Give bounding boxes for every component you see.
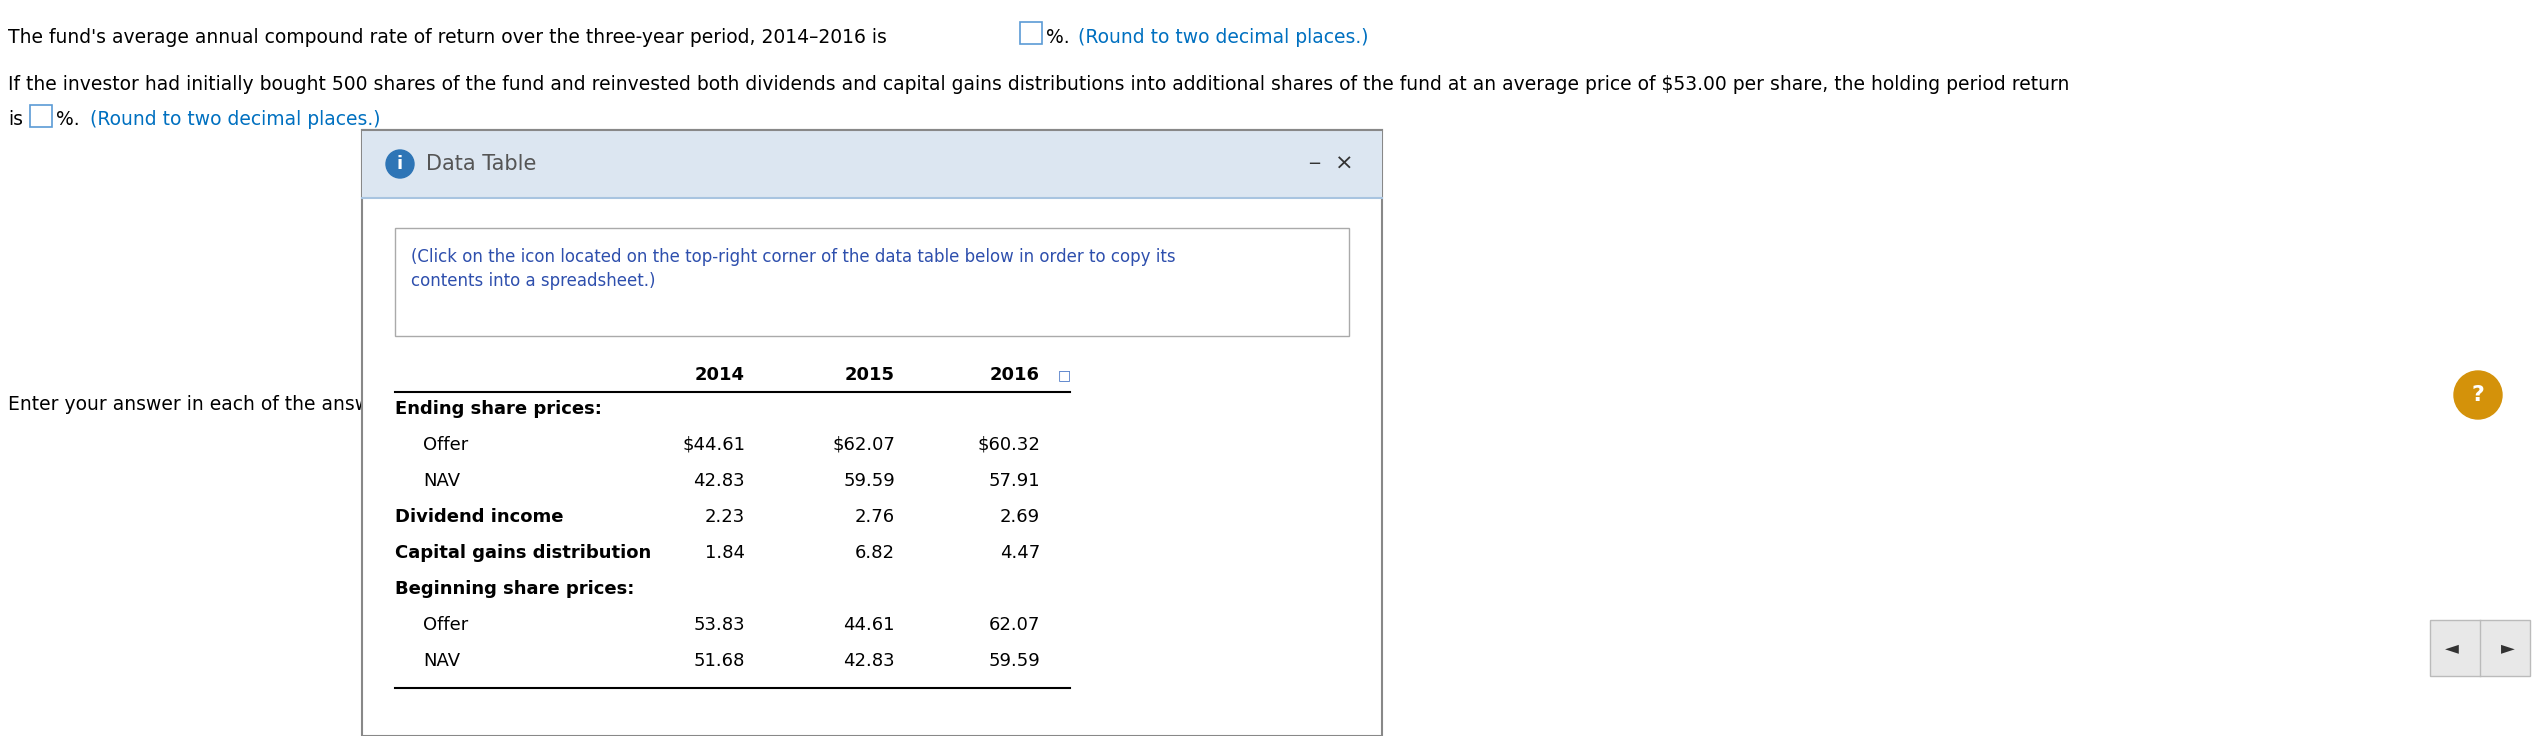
Bar	[363, 130, 1383, 736]
Bar	[396, 228, 1350, 336]
Text: 2.69: 2.69	[1000, 508, 1041, 526]
Text: 59.59: 59.59	[987, 652, 1041, 670]
Text: 59.59: 59.59	[843, 472, 896, 490]
Text: 2.76: 2.76	[855, 508, 896, 526]
Text: □: □	[1058, 368, 1071, 382]
Text: ?: ?	[2472, 385, 2485, 405]
Text: %.: %.	[56, 110, 79, 129]
Text: 2015: 2015	[845, 366, 896, 384]
Text: Dividend income: Dividend income	[396, 508, 563, 526]
Text: (Round to two decimal places.): (Round to two decimal places.)	[79, 110, 381, 129]
Text: $60.32: $60.32	[977, 436, 1041, 454]
Text: Ending share prices:: Ending share prices:	[396, 400, 602, 418]
Text: contents into a spreadsheet.): contents into a spreadsheet.)	[411, 272, 655, 290]
Circle shape	[386, 150, 414, 178]
Text: 6.82: 6.82	[855, 544, 896, 562]
Text: ◄: ◄	[2444, 639, 2459, 657]
Bar	[1020, 22, 1043, 44]
Text: 2014: 2014	[695, 366, 746, 384]
Text: ►: ►	[2500, 639, 2515, 657]
Text: NAV: NAV	[424, 652, 459, 670]
Text: 2016: 2016	[990, 366, 1041, 384]
Text: 1.84: 1.84	[706, 544, 746, 562]
Text: 42.83: 42.83	[693, 472, 746, 490]
Text: ─: ─	[1310, 155, 1320, 173]
Text: 2.23: 2.23	[706, 508, 746, 526]
Text: %.: %.	[1046, 28, 1068, 47]
Text: Offer: Offer	[424, 616, 467, 634]
Text: ×: ×	[1335, 154, 1353, 174]
Text: Enter your answer in each of the answer boxes.: Enter your answer in each of the answer …	[8, 395, 457, 414]
Text: 53.83: 53.83	[693, 616, 746, 634]
Text: 57.91: 57.91	[987, 472, 1041, 490]
Text: Data Table: Data Table	[426, 154, 536, 174]
Text: If the investor had initially bought 500 shares of the fund and reinvested both : If the investor had initially bought 500…	[8, 75, 2068, 94]
Text: 44.61: 44.61	[843, 616, 896, 634]
Bar	[30, 105, 51, 127]
Circle shape	[2454, 371, 2502, 419]
Bar	[363, 130, 1383, 198]
Text: (Click on the icon located on the top-right corner of the data table below in or: (Click on the icon located on the top-ri…	[411, 248, 1175, 266]
Text: 62.07: 62.07	[990, 616, 1041, 634]
Text: Offer: Offer	[424, 436, 467, 454]
Text: $62.07: $62.07	[832, 436, 896, 454]
Text: Capital gains distribution: Capital gains distribution	[396, 544, 652, 562]
Text: 51.68: 51.68	[693, 652, 746, 670]
Text: Beginning share prices:: Beginning share prices:	[396, 580, 634, 598]
Bar	[2429, 620, 2530, 676]
Text: 42.83: 42.83	[843, 652, 896, 670]
Text: $44.61: $44.61	[683, 436, 746, 454]
Text: is: is	[8, 110, 23, 129]
Text: i: i	[396, 155, 404, 173]
Text: The fund's average annual compound rate of return over the three-year period, 20: The fund's average annual compound rate …	[8, 28, 886, 47]
Text: (Round to two decimal places.): (Round to two decimal places.)	[1066, 28, 1368, 47]
Text: 4.47: 4.47	[1000, 544, 1041, 562]
Text: NAV: NAV	[424, 472, 459, 490]
